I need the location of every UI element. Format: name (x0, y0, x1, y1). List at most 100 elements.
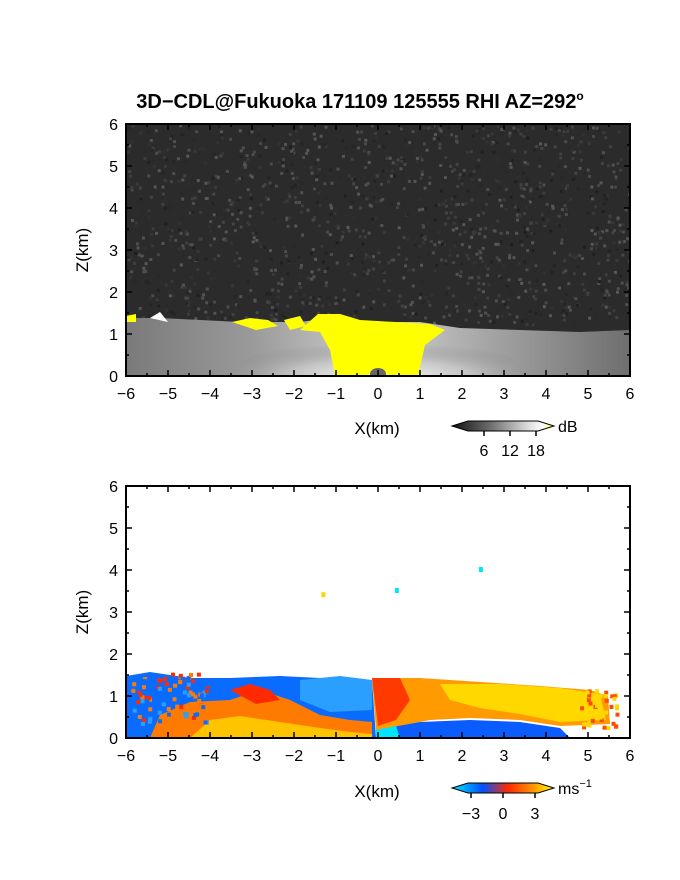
noise-speck (281, 313, 285, 317)
noise-speck (315, 178, 319, 182)
noise-speck (625, 280, 629, 284)
noise-speck (552, 251, 556, 255)
noise-speck (274, 318, 278, 322)
edge-speck (142, 695, 147, 700)
noise-speck (283, 244, 287, 248)
noise-speck (264, 145, 268, 149)
velocity-x-tick-labels: −6 −5 −4 −3 −2 −1 0 1 2 3 4 5 6 (117, 748, 635, 765)
noise-speck (317, 191, 321, 195)
noise-speck (179, 124, 183, 128)
noise-speck (310, 171, 314, 175)
noise-speck (423, 186, 427, 190)
noise-speck (390, 174, 394, 178)
noise-speck (375, 200, 379, 204)
y-tick-label: 3 (109, 243, 118, 260)
noise-speck (422, 126, 426, 130)
noise-speck (531, 323, 535, 327)
noise-speck (302, 303, 306, 307)
noise-speck (425, 148, 429, 152)
noise-speck (376, 248, 380, 252)
noise-speck (618, 223, 622, 227)
noise-speck (212, 192, 216, 196)
noise-speck (506, 305, 510, 309)
noise-speck (458, 232, 462, 236)
noise-speck (550, 271, 554, 275)
edge-speck (186, 693, 191, 698)
edge-speck (587, 719, 592, 724)
noise-speck (444, 305, 448, 309)
noise-speck (562, 318, 566, 322)
noise-speck (361, 194, 365, 198)
noise-speck (545, 156, 549, 160)
noise-speck (437, 231, 441, 235)
noise-speck (355, 186, 359, 190)
noise-speck (299, 285, 303, 289)
noise-speck (513, 130, 517, 134)
noise-speck (564, 140, 568, 144)
y-tick-label: 5 (109, 159, 118, 176)
noise-speck (466, 189, 470, 193)
y-tick-label: 4 (109, 201, 118, 218)
noise-speck (209, 155, 213, 159)
noise-speck (409, 159, 413, 163)
noise-speck (136, 208, 140, 212)
x-tick-label: −1 (327, 386, 345, 403)
x-tick-label: 4 (542, 748, 551, 765)
noise-speck (564, 228, 568, 232)
noise-speck (594, 205, 598, 209)
edge-speck (143, 677, 148, 682)
noise-speck (619, 274, 623, 278)
noise-speck (595, 190, 599, 194)
noise-speck (591, 134, 595, 138)
noise-speck (186, 296, 190, 300)
noise-speck (453, 194, 457, 198)
edge-speck (140, 721, 145, 726)
noise-speck (248, 206, 252, 210)
noise-speck (411, 284, 415, 288)
noise-speck (455, 140, 459, 144)
noise-speck (592, 211, 596, 215)
noise-speck (523, 150, 527, 154)
noise-speck (500, 131, 504, 135)
edge-speck (183, 712, 188, 717)
edge-speck (184, 714, 189, 719)
noise-speck (421, 223, 425, 227)
noise-speck (422, 241, 426, 245)
noise-speck (465, 150, 469, 154)
noise-speck (568, 308, 572, 312)
noise-speck (387, 261, 391, 265)
noise-speck (444, 199, 448, 203)
edge-speck (593, 696, 598, 701)
noise-speck (549, 320, 553, 324)
noise-speck (532, 295, 536, 299)
noise-speck (525, 317, 529, 321)
velocity-plot-area (126, 486, 630, 738)
noise-speck (451, 228, 455, 232)
noise-speck (221, 313, 225, 317)
noise-speck (233, 259, 237, 263)
noise-speck (136, 246, 140, 250)
noise-speck (542, 183, 546, 187)
noise-speck (499, 276, 503, 280)
edge-speck (180, 676, 185, 681)
x-tick-label: 1 (416, 386, 425, 403)
noise-speck (428, 181, 432, 185)
noise-speck (597, 247, 601, 251)
noise-speck (544, 288, 548, 292)
noise-speck (382, 157, 386, 161)
noise-speck (301, 301, 305, 305)
noise-speck (285, 169, 289, 173)
noise-speck (164, 300, 168, 304)
noise-speck (214, 174, 218, 178)
noise-speck (358, 234, 362, 238)
noise-speck (345, 146, 349, 150)
noise-speck (315, 173, 319, 177)
noise-speck (131, 219, 135, 223)
noise-speck (615, 258, 619, 262)
x-tick-label: −6 (117, 748, 135, 765)
noise-speck (248, 214, 252, 218)
noise-speck (402, 276, 406, 280)
noise-speck (352, 182, 356, 186)
noise-speck (391, 161, 395, 165)
noise-speck (401, 203, 405, 207)
